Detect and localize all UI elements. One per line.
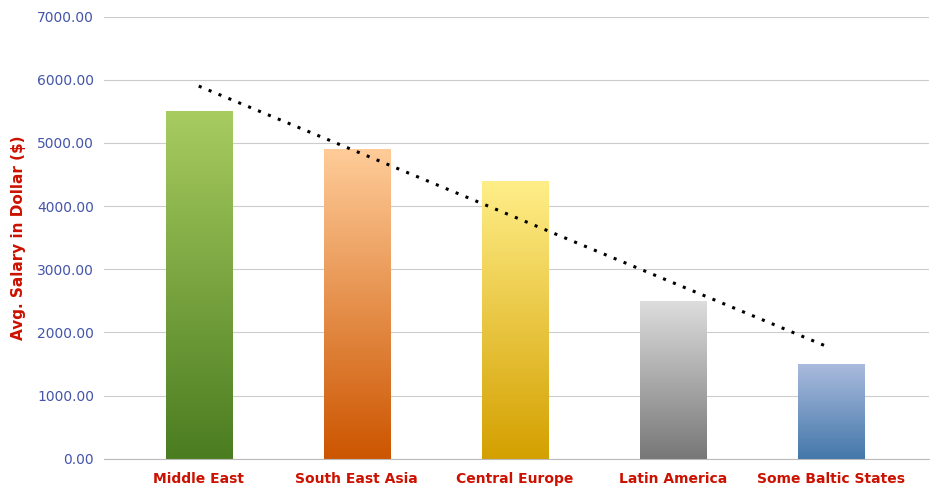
Y-axis label: Avg. Salary in Dollar ($): Avg. Salary in Dollar ($) bbox=[11, 135, 26, 340]
